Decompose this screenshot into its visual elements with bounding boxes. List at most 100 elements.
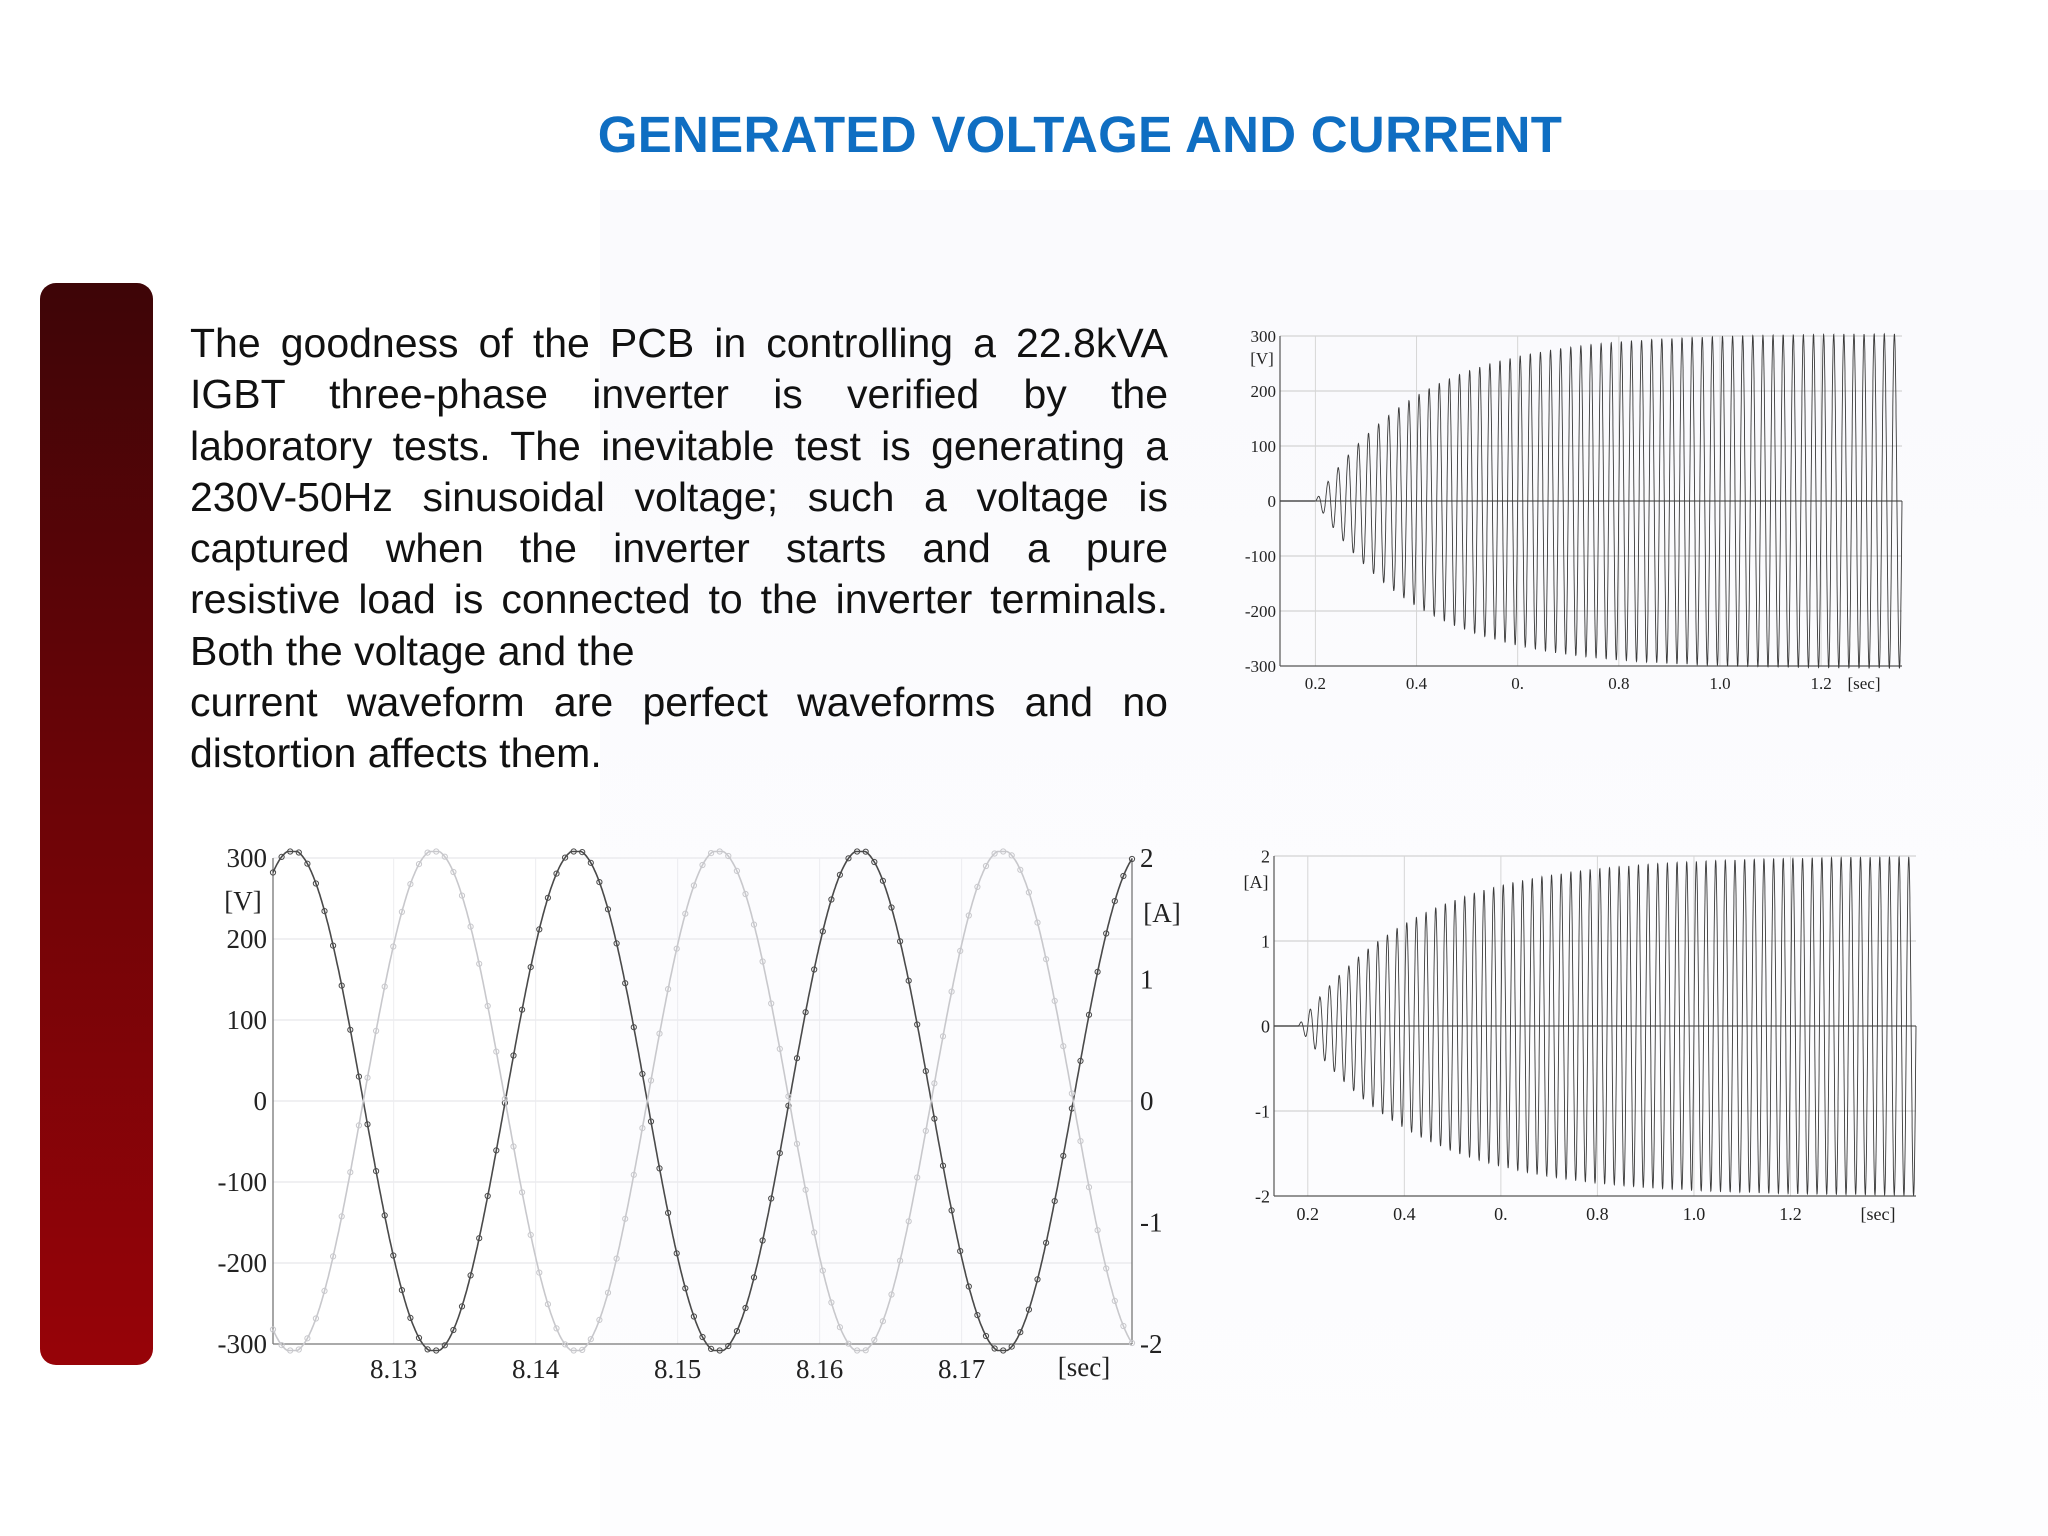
y-left-tick-label: 300 bbox=[227, 843, 268, 873]
sample-marker bbox=[330, 942, 337, 949]
sample-marker bbox=[776, 1045, 783, 1052]
sample-marker bbox=[1120, 872, 1127, 880]
y-tick-label: 200 bbox=[1251, 382, 1277, 401]
startup-current-chart: 2 1 0 -1 -2 0.2 0.4 0. 0.8 1.0 1.2 [A] [sec] bbox=[1244, 846, 1917, 1224]
sample-marker bbox=[690, 1313, 697, 1320]
sample-marker bbox=[957, 947, 964, 955]
sample-marker bbox=[467, 923, 474, 930]
sample-marker bbox=[450, 1326, 457, 1334]
sample-marker bbox=[845, 855, 852, 862]
decorative-sidebar bbox=[40, 283, 153, 1365]
y-right-tick-label: -2 bbox=[1140, 1329, 1163, 1359]
slide-title: GENERATED VOLTAGE AND CURRENT bbox=[597, 106, 1563, 163]
sample-marker bbox=[957, 1248, 964, 1255]
y-tick-label: -300 bbox=[1245, 657, 1276, 676]
sample-marker bbox=[536, 926, 543, 933]
sample-marker bbox=[845, 1340, 852, 1347]
sample-marker bbox=[269, 1326, 277, 1333]
x-tick-label: 8.16 bbox=[796, 1354, 843, 1384]
sample-marker bbox=[1034, 1276, 1041, 1283]
x-tick-label: 0.8 bbox=[1608, 674, 1629, 693]
sample-marker bbox=[295, 849, 302, 856]
y-tick-label: 100 bbox=[1251, 437, 1277, 456]
sample-marker bbox=[364, 1074, 371, 1081]
sample-marker bbox=[536, 1269, 543, 1276]
sample-marker bbox=[1111, 898, 1118, 905]
sample-marker bbox=[716, 1347, 723, 1354]
sample-marker bbox=[716, 848, 723, 855]
sample-marker bbox=[931, 1080, 938, 1087]
sample-marker bbox=[742, 1304, 749, 1312]
sample-marker bbox=[673, 945, 680, 952]
sample-marker bbox=[330, 1253, 337, 1260]
sample-marker bbox=[441, 853, 448, 860]
sample-marker bbox=[1034, 919, 1041, 926]
x-tick-label: 0.2 bbox=[1305, 674, 1326, 693]
sample-marker bbox=[493, 1147, 500, 1154]
sample-marker bbox=[905, 1218, 912, 1225]
sample-marker bbox=[519, 1006, 526, 1013]
sample-marker bbox=[553, 870, 560, 877]
sample-marker bbox=[939, 1162, 947, 1169]
sample-marker bbox=[493, 1048, 500, 1055]
sample-marker bbox=[897, 1257, 904, 1264]
y-tick-label: -2 bbox=[1255, 1186, 1270, 1206]
sample-marker bbox=[811, 966, 818, 973]
sample-marker bbox=[1017, 1329, 1024, 1336]
x-tick-label: 0.2 bbox=[1297, 1204, 1320, 1224]
sample-marker bbox=[321, 908, 328, 915]
sample-marker bbox=[630, 1024, 637, 1031]
sample-marker bbox=[596, 1316, 603, 1323]
sample-marker bbox=[433, 848, 440, 855]
sample-marker bbox=[665, 1209, 672, 1216]
sample-marker bbox=[510, 1052, 517, 1059]
x-unit-label: [sec] bbox=[1058, 1352, 1110, 1382]
sample-marker bbox=[802, 1009, 809, 1016]
sample-marker bbox=[587, 1336, 594, 1343]
x-unit-label: [sec] bbox=[1847, 674, 1880, 693]
sample-marker bbox=[819, 1267, 826, 1274]
sample-marker bbox=[622, 1215, 629, 1222]
sample-marker bbox=[1000, 848, 1007, 855]
y-tick-label: 0 bbox=[1268, 492, 1277, 511]
y-right-tick-label: 2 bbox=[1140, 843, 1154, 873]
paragraph-line: The goodness of the PCB in controlling a… bbox=[190, 320, 1168, 366]
sample-marker bbox=[974, 883, 981, 891]
sample-marker bbox=[570, 848, 577, 855]
sample-marker bbox=[811, 1229, 818, 1236]
y-tick-label: 0 bbox=[1261, 1016, 1270, 1036]
sample-marker bbox=[519, 1189, 526, 1196]
sample-marker bbox=[639, 1070, 646, 1077]
sample-marker bbox=[1077, 1057, 1084, 1064]
sample-marker bbox=[579, 849, 586, 856]
sample-marker bbox=[398, 1287, 405, 1294]
sample-marker bbox=[544, 894, 551, 901]
phase-waveform bbox=[272, 850, 1133, 1352]
sample-marker bbox=[321, 1287, 328, 1294]
sample-marker bbox=[965, 1283, 972, 1290]
sample-marker bbox=[819, 928, 826, 935]
sample-marker bbox=[879, 877, 887, 884]
phase-waveform bbox=[272, 850, 1133, 1352]
sample-marker bbox=[562, 854, 569, 861]
sample-marker bbox=[613, 940, 620, 947]
sample-marker bbox=[785, 1102, 792, 1109]
sample-marker bbox=[854, 848, 861, 855]
sample-marker bbox=[914, 1021, 921, 1028]
sample-marker bbox=[269, 869, 277, 876]
sample-marker bbox=[673, 1250, 680, 1257]
sample-marker bbox=[914, 1174, 921, 1181]
paragraph-line: captured when the inverter starts and a … bbox=[190, 525, 1168, 572]
paragraph-line: distortion affects them. bbox=[190, 730, 602, 777]
x-tick-label: 1.2 bbox=[1810, 674, 1831, 693]
sample-marker bbox=[656, 1165, 663, 1172]
sample-marker bbox=[879, 1318, 887, 1325]
sample-marker bbox=[1025, 889, 1033, 896]
y-left-tick-label: -200 bbox=[218, 1248, 268, 1278]
sample-marker bbox=[373, 1027, 380, 1034]
sample-marker bbox=[415, 1334, 423, 1341]
sample-marker bbox=[441, 1342, 448, 1349]
y-right-tick-label: -1 bbox=[1140, 1208, 1163, 1238]
sample-marker bbox=[665, 986, 672, 993]
sample-marker bbox=[828, 896, 835, 903]
